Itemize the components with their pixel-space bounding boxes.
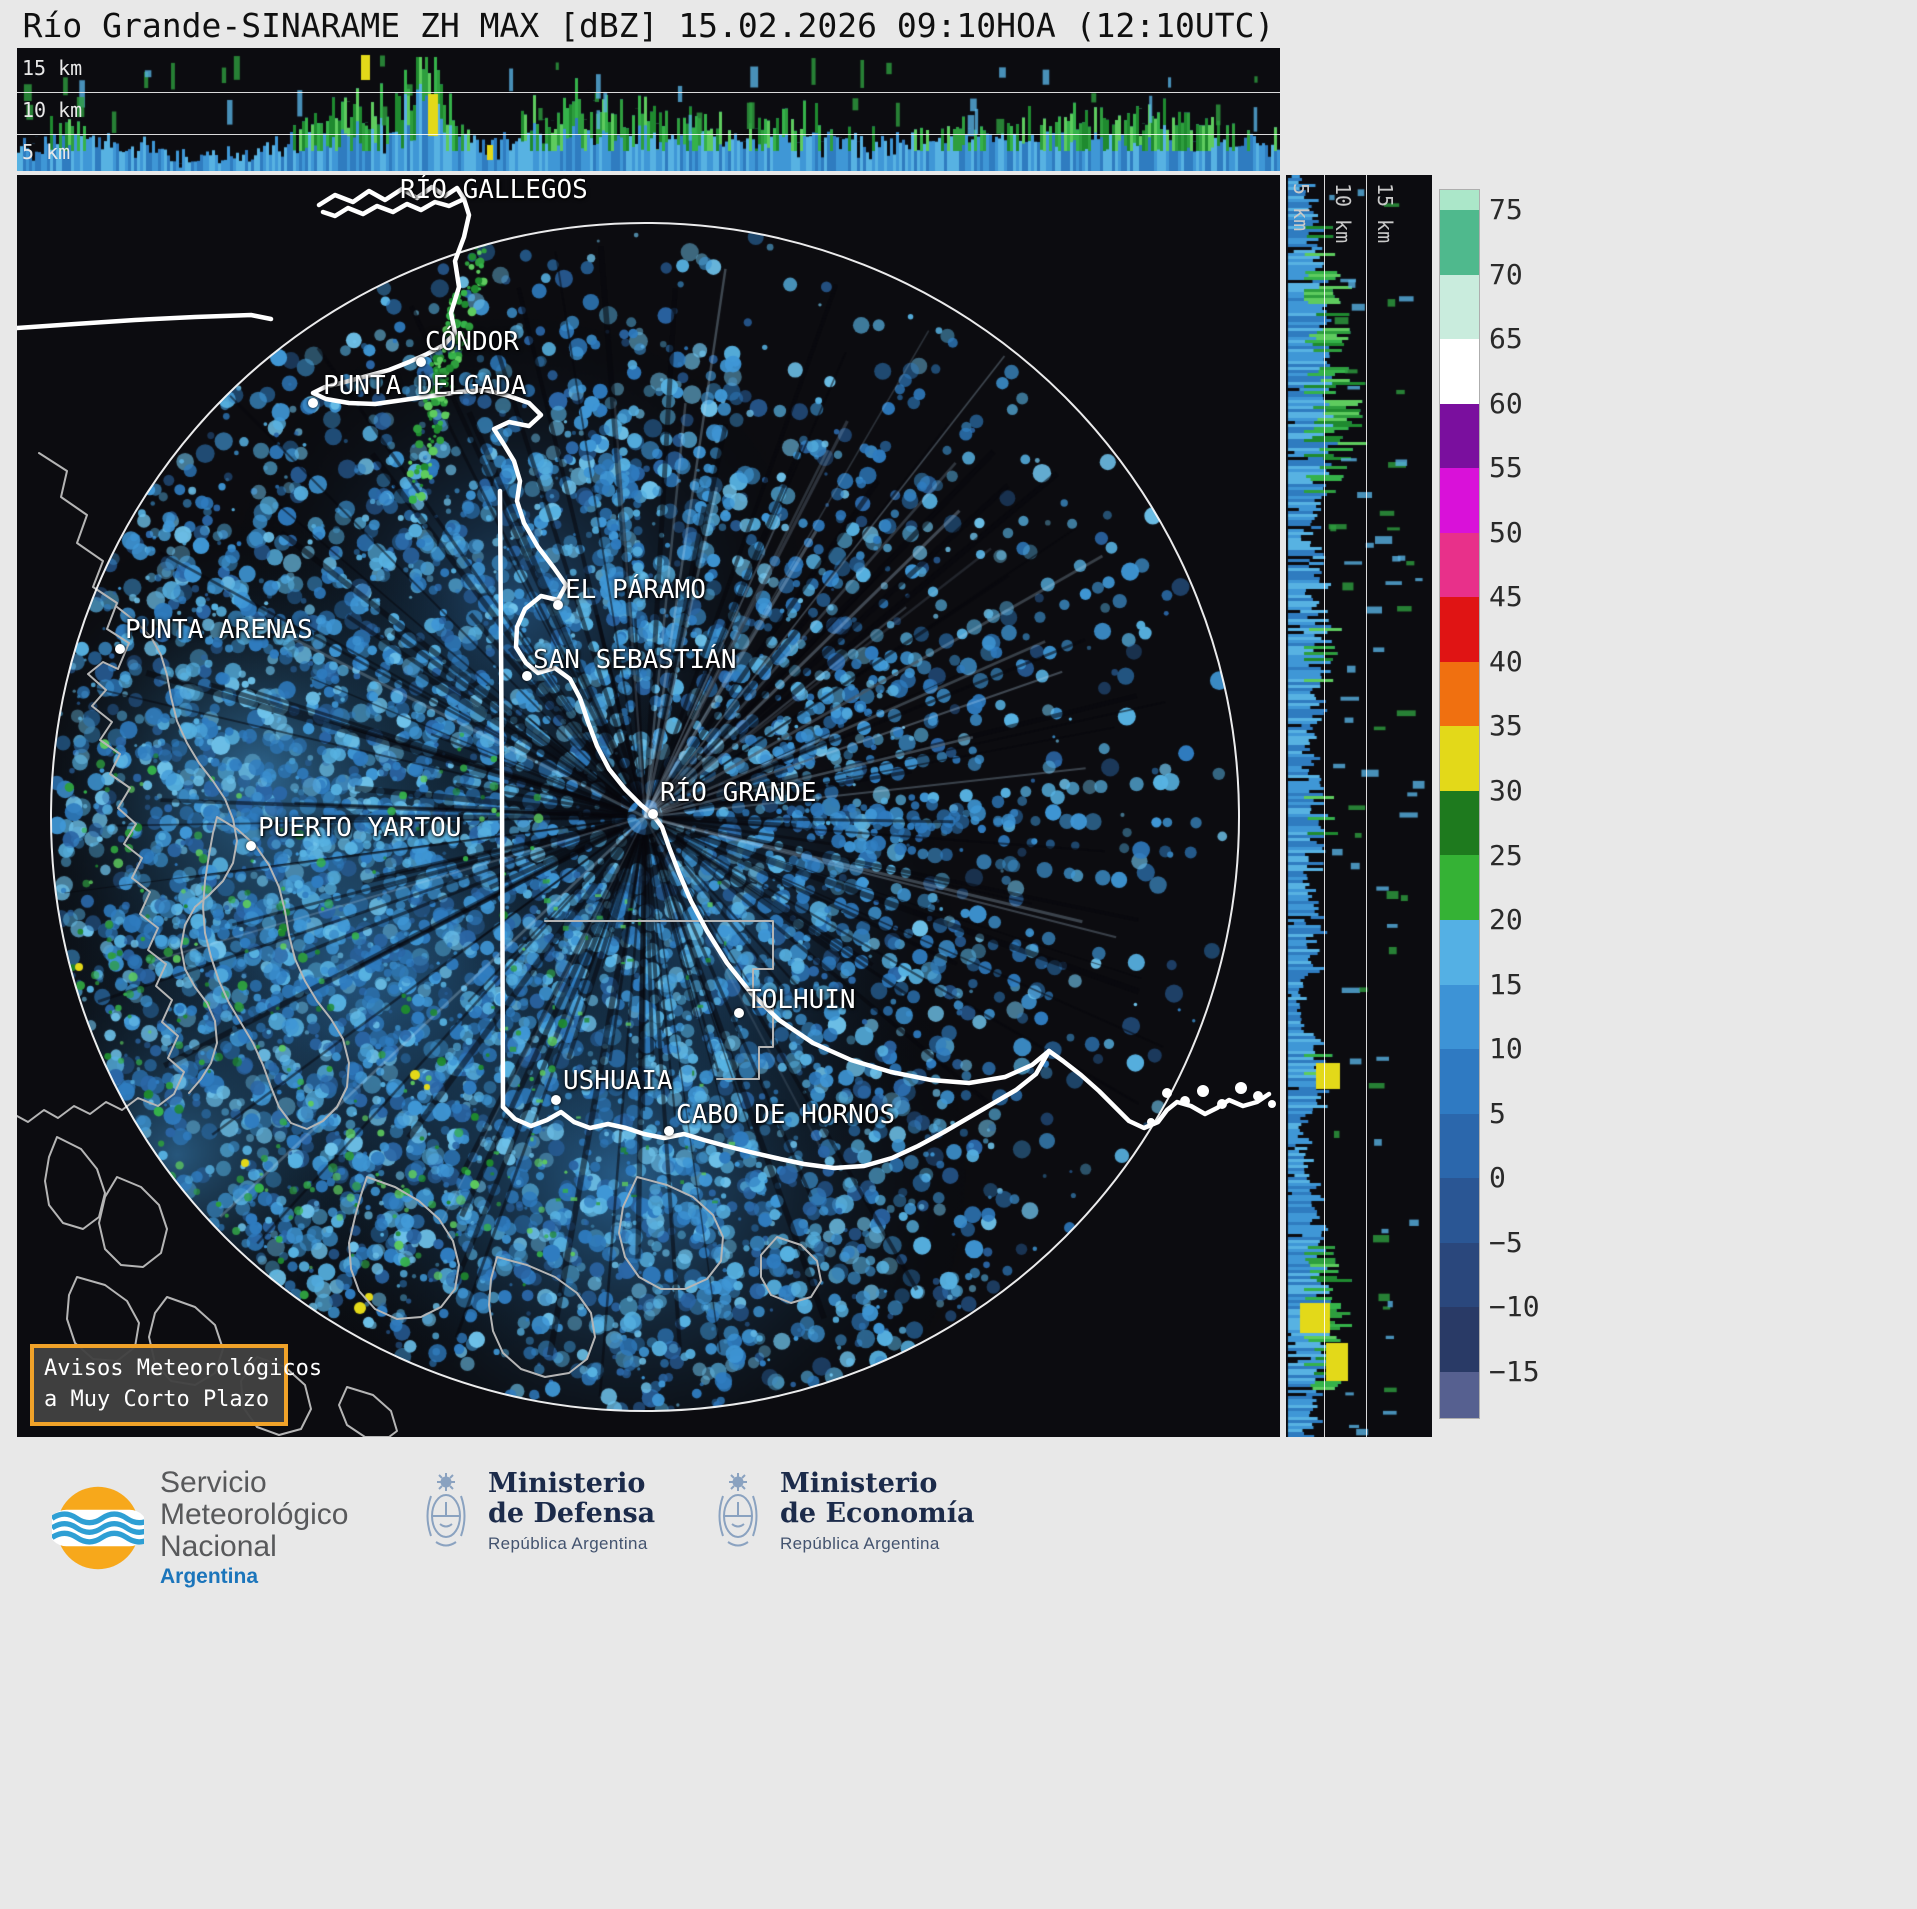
top-cross-section-canvas (17, 48, 1280, 171)
city-marker-punta-delgada (308, 398, 318, 408)
city-marker-ushuaia (551, 1095, 561, 1105)
city-marker-puerto-yartou (246, 841, 256, 851)
colorbar-segment (1440, 532, 1479, 598)
ministry-name-line: de Economía (780, 1498, 975, 1530)
colorbar-segment (1440, 190, 1479, 210)
colorbar-segment (1440, 661, 1479, 727)
colorbar-tick-label: 35 (1489, 709, 1523, 743)
colorbar-tick-label: 10 (1489, 1032, 1523, 1066)
top-cross-section-panel: 15 km 10 km 5 km (17, 48, 1280, 171)
colorbar-tick-label: 45 (1489, 580, 1523, 614)
city-label-san-sebastian: SAN SEBASTIÁN (533, 645, 737, 675)
altitude-label-5km: 5 km (1289, 183, 1313, 232)
colorbar-tick-label: 60 (1489, 386, 1523, 420)
city-label-cabo-de-hornos: CABO DE HORNOS (676, 1100, 896, 1130)
colorbar-segment (1440, 920, 1479, 985)
economia-brand: Ministerio de Economía República Argenti… (712, 1468, 975, 1554)
city-label-tolhuin: TOLHUIN (746, 985, 856, 1015)
city-label-puerto-yartou: PUERTO YARTOU (258, 813, 462, 843)
economia-coat-of-arms-icon (718, 1472, 758, 1547)
colorbar-tick-label: −15 (1489, 1355, 1540, 1388)
colorbar-segment (1440, 1307, 1479, 1372)
city-label-punta-arenas: PUNTA ARENAS (125, 615, 313, 645)
city-marker-tolhuin (734, 1008, 744, 1018)
city-label-condor: CÓNDOR (425, 327, 519, 357)
ministry-name-line: Ministerio (488, 1468, 646, 1499)
city-label-rio-gallegos: RÍO GALLEGOS (400, 175, 588, 205)
colorbar-segment (1440, 726, 1479, 791)
colorbar (1439, 189, 1480, 1419)
city-label-ushuaia: USHUAIA (563, 1066, 673, 1096)
radar-map-panel: RÍO GALLEGOS CÓNDOR PUNTA DELGADA EL PÁR… (17, 175, 1280, 1437)
city-label-el-paramo: EL PÁRAMO (565, 575, 706, 605)
altitude-gridline (1366, 175, 1367, 1437)
colorbar-tick-label: 70 (1489, 257, 1523, 291)
colorbar-tick-label: 40 (1489, 644, 1523, 678)
colorbar-tick-label: 5 (1489, 1096, 1506, 1130)
ministry-name-line: de Defensa (488, 1498, 656, 1530)
city-marker-punta-arenas (115, 644, 125, 654)
colorbar-tick-label: 20 (1489, 903, 1523, 937)
city-marker-el-paramo (553, 600, 563, 610)
altitude-label-15km: 15 km (22, 56, 83, 80)
alert-box-line1: Avisos Meteorológicos (44, 1356, 323, 1381)
smn-brand: Servicio Meteorológico Nacional Argentin… (52, 1467, 348, 1589)
colorbar-segment (1440, 210, 1479, 275)
alert-box-line2: a Muy Corto Plazo (44, 1386, 270, 1412)
radar-echo-canvas (17, 175, 1280, 1437)
city-label-punta-delgada: PUNTA DELGADA (323, 371, 527, 401)
colorbar-segment (1440, 855, 1479, 921)
colorbar-segment (1440, 1242, 1479, 1308)
colorbar-segment (1440, 468, 1479, 533)
smn-name-line: Servicio (160, 1466, 267, 1499)
colorbar-tick-label: 30 (1489, 774, 1523, 807)
colorbar-tick-label: 50 (1489, 515, 1523, 549)
smn-name-line: Nacional (160, 1529, 277, 1563)
city-label-rio-grande: RÍO GRANDE (660, 778, 817, 808)
right-cross-section-panel: 5 km 10 km 15 km (1286, 175, 1432, 1437)
colorbar-tick-label: 15 (1489, 967, 1523, 1001)
colorbar-segment (1440, 984, 1479, 1050)
right-cross-section-canvas (1286, 175, 1432, 1437)
altitude-label-10km: 10 km (1331, 183, 1355, 244)
altitude-gridline (17, 92, 1280, 93)
city-marker-san-sebastian (522, 671, 532, 681)
colorbar-segment (1440, 403, 1479, 469)
altitude-label-5km: 5 km (22, 140, 71, 164)
colorbar-tick-labels: 75 70 65 60 55 50 45 40 35 30 25 20 15 10 5 0 −5 −10 −15 (1489, 190, 1589, 1418)
alert-box: Avisos Meteorológicos a Muy Corto Plazo (30, 1344, 323, 1426)
colorbar-segment (1440, 1178, 1479, 1243)
colorbar-tick-label: 75 (1489, 193, 1523, 226)
altitude-label-15km: 15 km (1373, 183, 1397, 244)
defensa-brand: Ministerio de Defensa República Argentin… (420, 1468, 656, 1554)
colorbar-segment (1440, 1371, 1479, 1418)
colorbar-segment (1440, 1049, 1479, 1114)
city-marker-rio-grande (648, 809, 658, 819)
colorbar-segment (1440, 274, 1479, 340)
smn-name-line: Meteorológico (160, 1497, 349, 1531)
colorbar-tick-label: 0 (1489, 1161, 1506, 1195)
smn-country: Argentina (160, 1565, 259, 1589)
defensa-coat-of-arms-icon (426, 1472, 466, 1547)
colorbar-tick-label: −5 (1489, 1225, 1523, 1259)
smn-logo-icon (52, 1486, 144, 1570)
altitude-gridline (1324, 175, 1325, 1437)
colorbar-tick-label: 25 (1489, 838, 1523, 872)
city-marker-cabo-de-hornos (664, 1126, 674, 1136)
ministry-name-line: Ministerio (780, 1468, 938, 1499)
altitude-label-10km: 10 km (22, 98, 83, 122)
ministry-subtitle: República Argentina (488, 1534, 648, 1554)
ministry-subtitle: República Argentina (780, 1534, 940, 1554)
footer: Servicio Meteorológico Nacional Argentin… (0, 1437, 1917, 1909)
city-marker-condor (416, 357, 426, 367)
colorbar-segment (1440, 597, 1479, 662)
colorbar-tick-label: −10 (1489, 1290, 1540, 1324)
colorbar-segment (1440, 790, 1479, 856)
altitude-gridline (17, 134, 1280, 135)
colorbar-tick-label: 55 (1489, 451, 1523, 485)
colorbar-tick-label: 65 (1489, 322, 1523, 356)
colorbar-segment (1440, 1113, 1479, 1179)
page-title: Río Grande-SINARAME ZH MAX [dBZ] 15.02.2… (22, 6, 1275, 45)
colorbar-segment (1440, 339, 1479, 404)
